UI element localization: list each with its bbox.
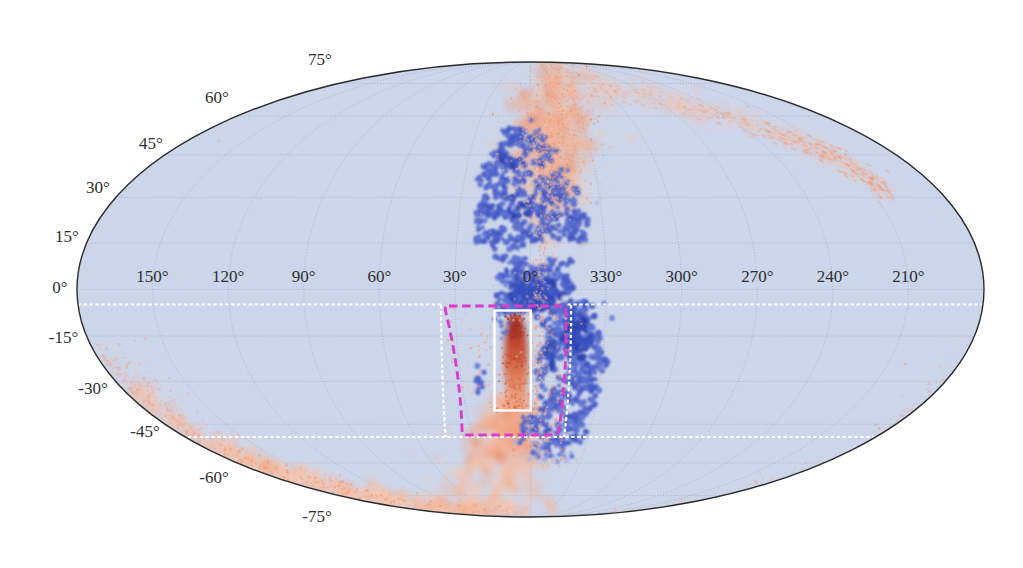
svg-text:45°: 45° xyxy=(139,134,163,153)
svg-text:15°: 15° xyxy=(55,227,79,246)
svg-text:90°: 90° xyxy=(292,267,316,286)
svg-text:75°: 75° xyxy=(308,50,332,69)
svg-text:330°: 330° xyxy=(590,267,622,286)
svg-text:60°: 60° xyxy=(367,267,391,286)
svg-text:-60°: -60° xyxy=(199,468,228,487)
svg-text:-45°: -45° xyxy=(130,422,159,441)
svg-text:0°: 0° xyxy=(523,267,538,286)
svg-text:30°: 30° xyxy=(86,178,110,197)
svg-text:120°: 120° xyxy=(212,267,244,286)
svg-text:150°: 150° xyxy=(136,267,168,286)
svg-text:0°: 0° xyxy=(52,278,67,297)
svg-text:270°: 270° xyxy=(741,267,773,286)
svg-text:60°: 60° xyxy=(205,88,229,107)
svg-text:-75°: -75° xyxy=(302,507,331,526)
svg-text:300°: 300° xyxy=(666,267,698,286)
svg-text:30°: 30° xyxy=(443,267,467,286)
svg-text:-15°: -15° xyxy=(49,328,78,347)
svg-text:240°: 240° xyxy=(817,267,849,286)
svg-text:210°: 210° xyxy=(892,267,924,286)
svg-text:-30°: -30° xyxy=(78,379,107,398)
